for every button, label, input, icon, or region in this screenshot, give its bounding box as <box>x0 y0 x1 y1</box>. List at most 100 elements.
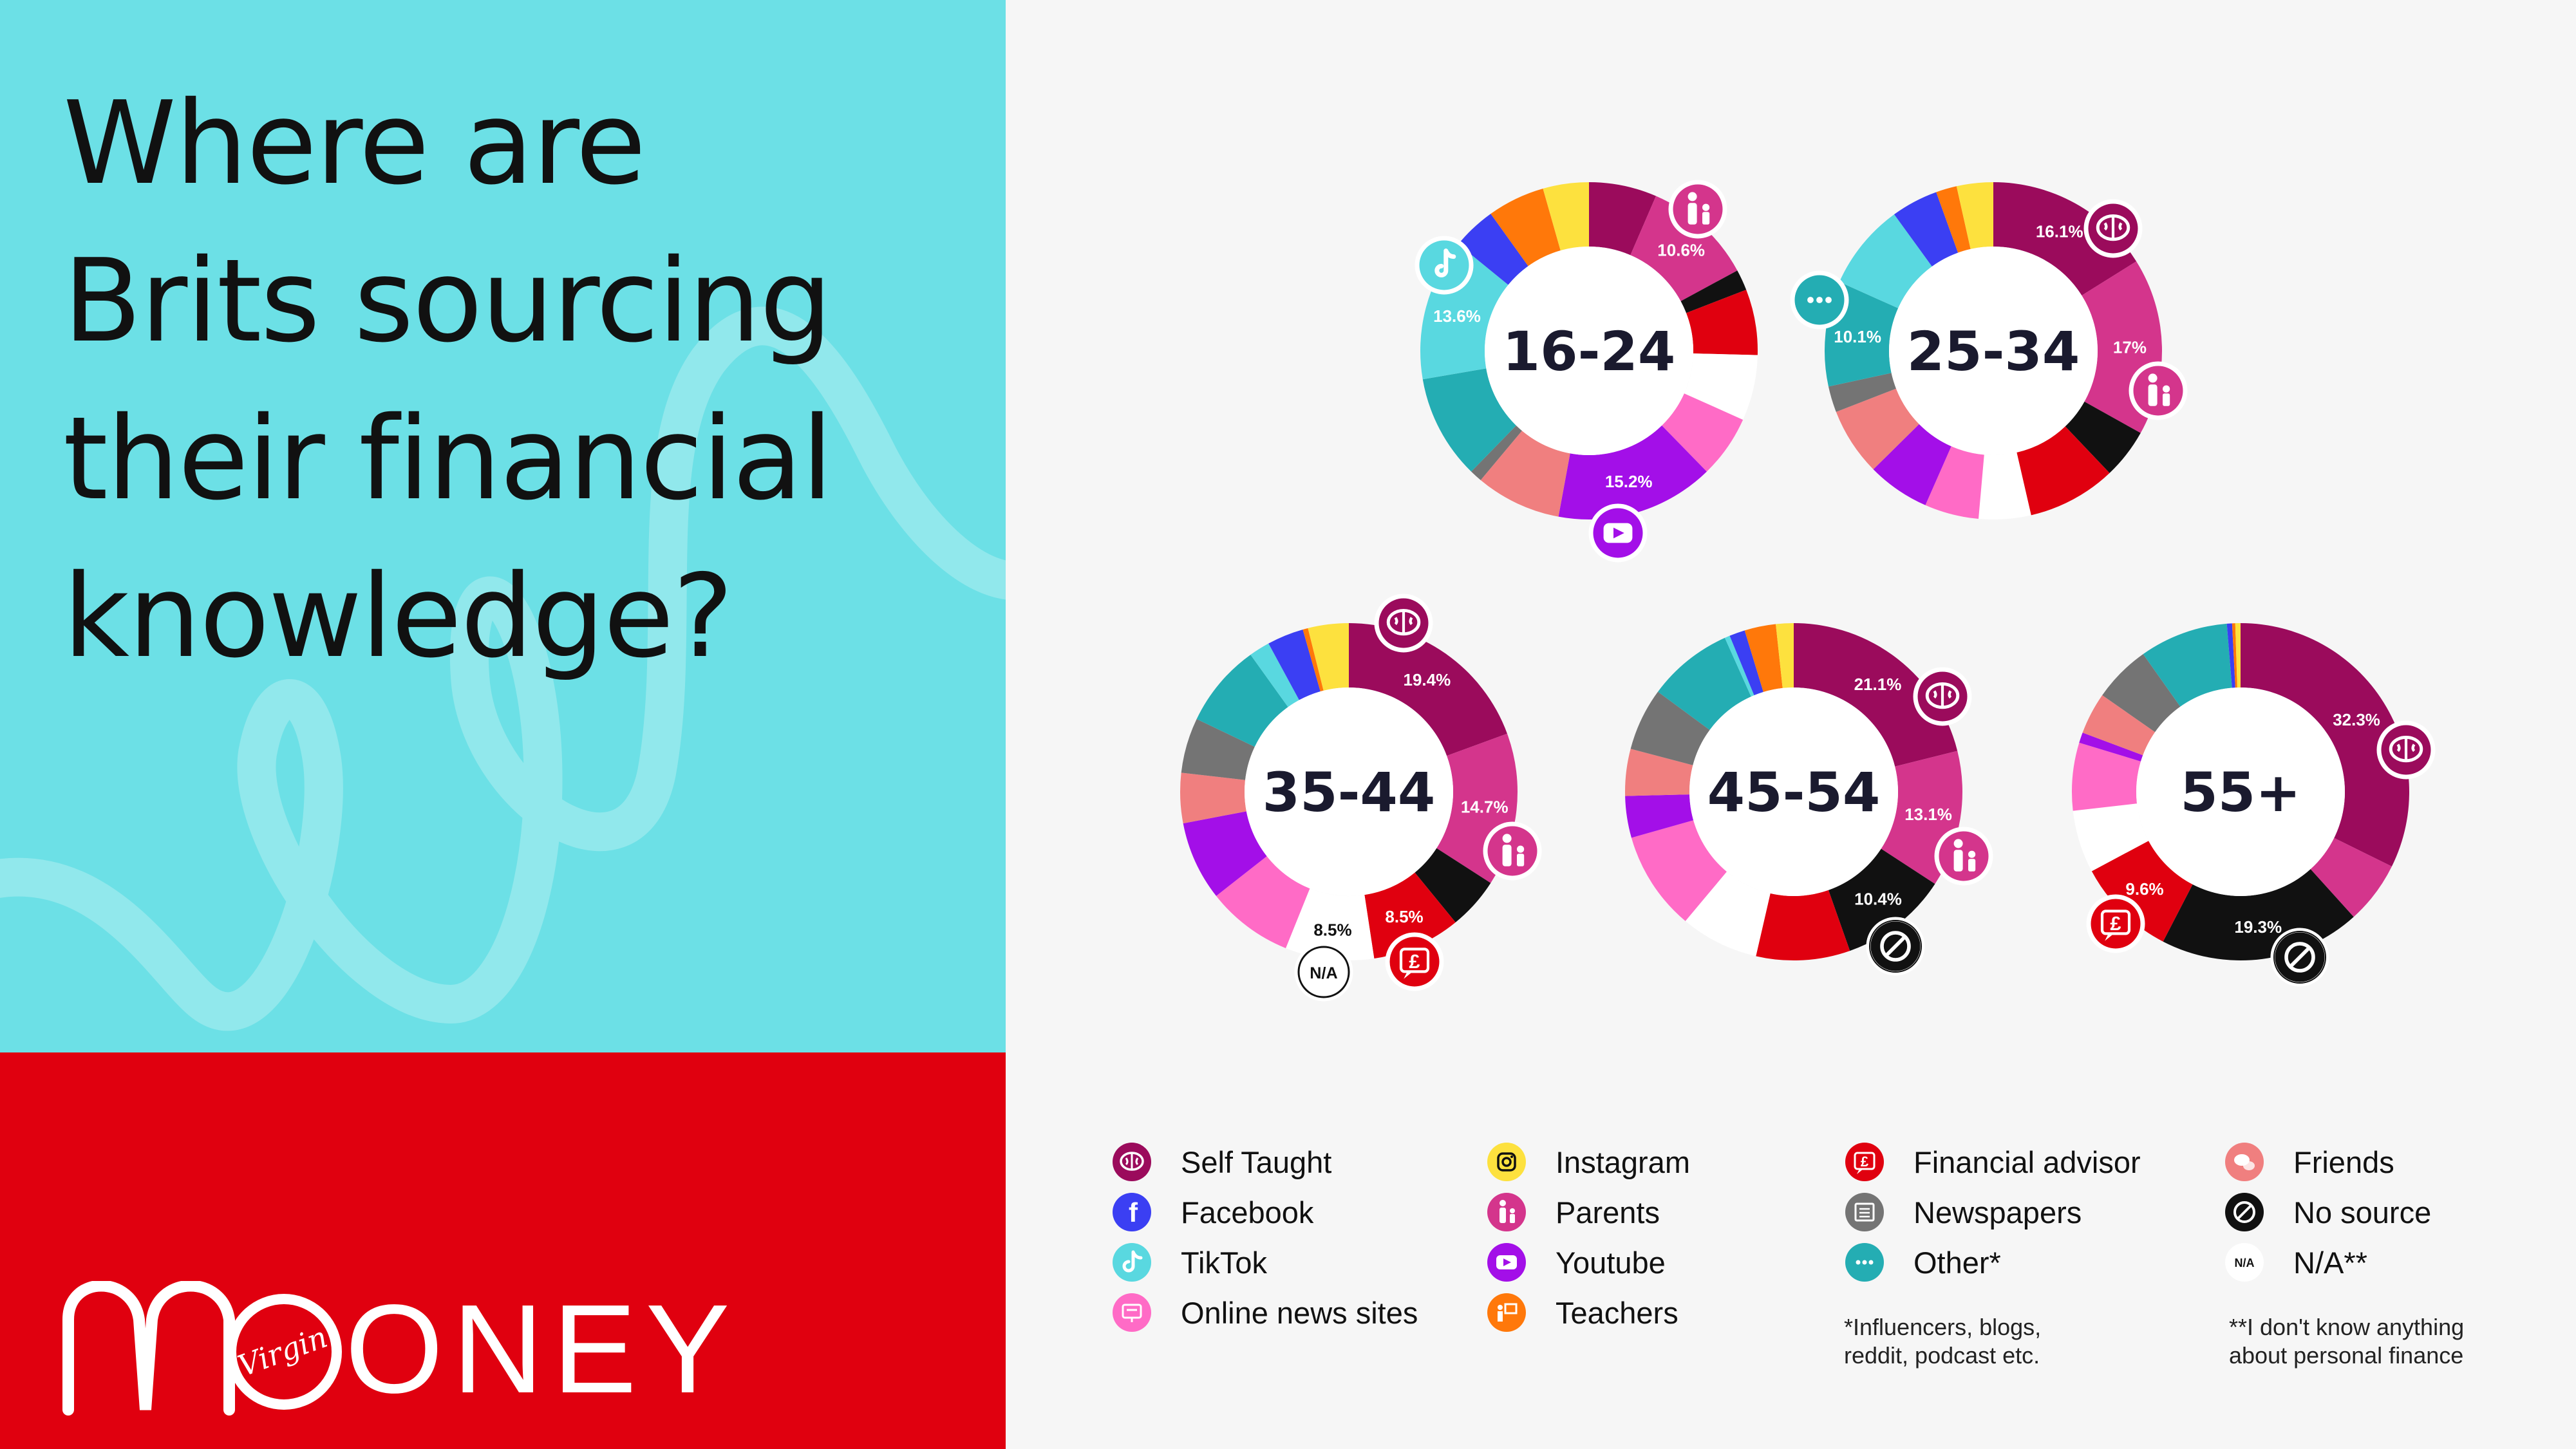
donut-segment-n-a <box>1286 888 1375 960</box>
donut-chart: 35-44 19.4% 14.7% 8.5% 8.5% £ N/A <box>1180 594 1542 1002</box>
donut-segment-friends <box>1180 772 1246 824</box>
donut-segment-facebook <box>1268 629 1321 700</box>
data-label: 14.7% <box>1461 797 1509 816</box>
data-label: 10.6% <box>1657 241 1705 260</box>
headline-line: knowledge? <box>63 550 733 683</box>
donut-segment-instagram <box>1543 182 1589 251</box>
dots-icon <box>1790 270 1849 330</box>
headline-line: Brits sourcing <box>63 234 832 368</box>
donut-segment-youtube <box>1625 794 1694 838</box>
data-label: 32.3% <box>2333 710 2380 729</box>
donut-segment-self-taught <box>1589 182 1657 256</box>
donut-chart: 45-54 21.1% 13.1% 10.4% <box>1625 623 1993 976</box>
donut-segment-facebook <box>1458 214 1528 285</box>
donut-segment-instagram <box>2235 623 2241 688</box>
donut-segment-youtube <box>1558 425 1707 519</box>
brand-panel: Virgin ONEY <box>0 1052 1006 1449</box>
decorative-ribbon <box>0 306 1006 1031</box>
pound-chat-icon: £ <box>1385 932 1444 991</box>
legend-label: Other* <box>1913 1245 2001 1280</box>
data-label: 9.6% <box>2125 879 2163 899</box>
age-group-label: 35-44 <box>1263 761 1436 824</box>
donut-segment-other <box>1196 655 1288 747</box>
parent-child-icon <box>2129 361 2188 420</box>
legend-item: TikTok <box>1113 1240 1267 1285</box>
legend-label: TikTok <box>1181 1245 1268 1280</box>
donut-segment-teachers <box>1490 188 1561 266</box>
donut-segment-online-news-sites <box>1631 820 1727 921</box>
legend-label: No source <box>2293 1195 2432 1229</box>
donut-segment-instagram <box>1308 623 1349 691</box>
donut-segment-newspapers <box>1630 691 1710 765</box>
donut-hole <box>1889 247 2098 455</box>
donut-segment-no-source <box>1680 270 1747 313</box>
donut-segment-newspapers <box>1828 373 1897 412</box>
headline-line: Where are <box>63 77 646 210</box>
legend-item: N/A N/A** <box>2225 1240 2367 1285</box>
data-label: 19.3% <box>2234 917 2282 937</box>
donut-chart: 55+ 32.3% 19.3% 9.6%£ <box>2072 623 2436 987</box>
donut-segment-no-source <box>2065 401 2141 473</box>
donut-chart: 16-24 10.6% 15.2% 13.6% <box>1415 180 1758 563</box>
donut-segment-n-a <box>2073 803 2149 872</box>
tiktok-icon <box>1415 236 1474 295</box>
legend-item: No source <box>2225 1190 2431 1235</box>
donut-segment-no-source <box>1415 848 1491 922</box>
brain-icon <box>1374 594 1433 653</box>
donut-segment-teachers <box>1744 624 1783 693</box>
headline: Where are Brits sourcing their financial… <box>63 64 964 695</box>
donut-segment-tiktok <box>1839 214 1932 308</box>
donut-hole <box>1689 687 1898 896</box>
donut-hole <box>2136 687 2345 896</box>
donut-segment-financial-advisor <box>1686 290 1758 355</box>
donut-segment-n-a <box>1978 452 2031 519</box>
donut-segment-instagram <box>1956 182 1993 249</box>
donut-segment-financial-advisor <box>2017 426 2110 516</box>
na-text-icon: N/A <box>2225 1243 2264 1282</box>
footnote-other: *Influencers, blogs, reddit, podcast etc… <box>1844 1314 2042 1369</box>
donut-segment-other <box>1422 368 1516 472</box>
legend-item: Instagram <box>1487 1139 1690 1184</box>
donut-segment-online-news-sites <box>2072 742 2141 811</box>
legend-item: Other* <box>1845 1240 2001 1285</box>
no-entry-icon <box>2225 1193 2264 1231</box>
headline-panel: Where are Brits sourcing their financial… <box>0 0 1006 1052</box>
virgin-money-logo: Virgin ONEY <box>62 1280 729 1416</box>
donut-segment-n-a <box>1684 353 1758 420</box>
donut-segment-other <box>2143 623 2232 707</box>
donut-segment-teachers <box>1302 628 1324 692</box>
data-label: 8.5% <box>1313 921 1351 940</box>
footnote-na: **I don't know anything about personal f… <box>2229 1314 2465 1369</box>
speech-bubbles-icon <box>2225 1143 2264 1181</box>
donut-segment-parents <box>2310 837 2392 917</box>
no-entry-icon <box>1866 917 1925 976</box>
age-group-label: 55+ <box>2180 761 2300 824</box>
legend-label: Self Taught <box>1181 1145 1332 1179</box>
donut-segment-friends <box>2082 695 2156 756</box>
age-group-label: 16-24 <box>1503 320 1676 383</box>
legend-item: Online news sites <box>1113 1290 1418 1335</box>
donut-segment-financial-advisor <box>1364 872 1456 959</box>
donut-segment-youtube <box>2079 733 2143 762</box>
data-label: 10.4% <box>1854 890 1902 909</box>
legend-label: Financial advisor <box>1913 1145 2141 1179</box>
parent-child-icon <box>1934 827 1993 886</box>
legend-item: Teachers <box>1487 1290 1678 1335</box>
donut-segment-self-taught <box>1349 623 1507 756</box>
legend-label: Friends <box>2293 1145 2394 1179</box>
donut-hole <box>1245 687 1453 896</box>
donut-segment-facebook <box>1729 630 1763 696</box>
legend-item: f Facebook <box>1113 1190 1313 1235</box>
age-group-label: 45-54 <box>1707 761 1881 824</box>
donut-segment-online-news-sites <box>1662 393 1744 472</box>
legend-item: Self Taught <box>1113 1139 1331 1184</box>
brain-icon <box>1113 1143 1151 1181</box>
instagram-icon <box>1487 1143 1526 1181</box>
age-group-label: 25-34 <box>1907 320 2080 383</box>
donut-hole <box>1485 247 1693 455</box>
legend-item: Youtube <box>1487 1240 1666 1285</box>
donut-segment-parents <box>1630 196 1738 301</box>
data-label: 13.6% <box>1433 306 1481 326</box>
svg-text:f: f <box>1129 1197 1138 1228</box>
donut-segment-teachers <box>2232 623 2237 688</box>
